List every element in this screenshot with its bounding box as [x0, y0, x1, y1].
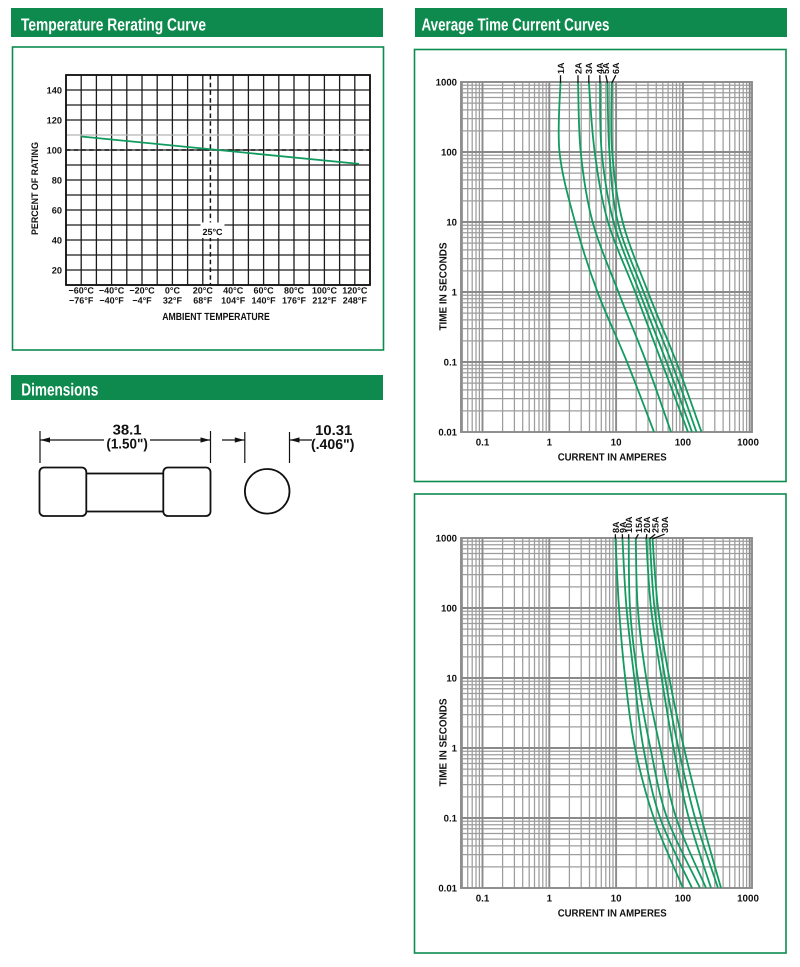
- svg-text:100: 100: [441, 603, 457, 614]
- svg-text:1: 1: [452, 287, 458, 298]
- svg-text:60°C: 60°C: [254, 285, 275, 295]
- svg-text:−4°F: −4°F: [132, 296, 152, 306]
- svg-text:1000: 1000: [436, 533, 457, 544]
- svg-text:Dimensions: Dimensions: [21, 380, 98, 400]
- svg-text:−40°C: −40°C: [99, 285, 125, 295]
- svg-text:CURRENT IN AMPERES: CURRENT IN AMPERES: [558, 452, 667, 463]
- svg-text:1000: 1000: [737, 437, 759, 448]
- svg-text:1: 1: [547, 437, 553, 448]
- svg-text:100: 100: [47, 145, 62, 155]
- svg-text:PERCENT OF RATING: PERCENT OF RATING: [30, 142, 41, 235]
- svg-text:3A: 3A: [584, 62, 594, 74]
- svg-text:5A: 5A: [601, 62, 611, 74]
- svg-text:10: 10: [611, 437, 622, 448]
- svg-text:40°C: 40°C: [223, 285, 244, 295]
- svg-text:9A: 9A: [618, 521, 628, 533]
- svg-text:Average Time Current Curves: Average Time Current Curves: [422, 15, 610, 35]
- svg-text:100: 100: [441, 147, 457, 158]
- svg-text:0.1: 0.1: [476, 437, 490, 448]
- svg-text:TIME IN SECONDS: TIME IN SECONDS: [438, 242, 449, 330]
- svg-text:212°F: 212°F: [312, 296, 337, 306]
- svg-text:−76°F: −76°F: [69, 296, 94, 306]
- svg-text:20°C: 20°C: [193, 285, 214, 295]
- svg-text:0.01: 0.01: [438, 427, 457, 438]
- svg-text:Temperature Rerating Curve: Temperature Rerating Curve: [21, 15, 206, 35]
- svg-text:20: 20: [52, 265, 62, 275]
- svg-text:80: 80: [52, 175, 62, 185]
- svg-text:−40°F: −40°F: [99, 296, 124, 306]
- svg-text:AMBIENT TEMPERATURE: AMBIENT TEMPERATURE: [162, 312, 270, 323]
- svg-text:0.1: 0.1: [444, 357, 458, 368]
- svg-text:176°F: 176°F: [282, 296, 307, 306]
- svg-text:0.1: 0.1: [444, 813, 458, 824]
- svg-text:100: 100: [675, 437, 692, 448]
- svg-text:30A: 30A: [660, 516, 670, 533]
- svg-text:140: 140: [47, 85, 62, 95]
- svg-text:140°F: 140°F: [252, 296, 277, 306]
- svg-text:100°C: 100°C: [312, 285, 338, 295]
- svg-text:1000: 1000: [737, 893, 759, 904]
- svg-text:6A: 6A: [611, 62, 621, 74]
- svg-text:10.31: 10.31: [315, 423, 352, 439]
- svg-text:8A: 8A: [611, 521, 621, 533]
- svg-text:0.1: 0.1: [476, 893, 490, 904]
- svg-text:0.01: 0.01: [438, 883, 457, 894]
- svg-text:15A: 15A: [634, 516, 644, 533]
- svg-text:−60°C: −60°C: [69, 285, 95, 295]
- svg-text:0°C: 0°C: [165, 285, 181, 295]
- svg-text:1: 1: [547, 893, 553, 904]
- svg-text:248°F: 248°F: [343, 296, 368, 306]
- svg-text:40: 40: [52, 235, 62, 245]
- svg-text:25A: 25A: [651, 516, 661, 533]
- svg-text:68°F: 68°F: [193, 296, 213, 306]
- svg-text:10: 10: [611, 893, 622, 904]
- svg-text:104°F: 104°F: [221, 296, 246, 306]
- svg-text:120: 120: [47, 115, 62, 125]
- svg-text:−20°C: −20°C: [129, 285, 155, 295]
- svg-text:32°F: 32°F: [163, 296, 183, 306]
- svg-text:CURRENT IN AMPERES: CURRENT IN AMPERES: [558, 908, 667, 919]
- svg-text:TIME IN SECONDS: TIME IN SECONDS: [438, 698, 449, 786]
- svg-text:60: 60: [52, 205, 62, 215]
- svg-text:38.1: 38.1: [113, 423, 142, 439]
- svg-text:25°C: 25°C: [202, 227, 223, 237]
- svg-text:120°C: 120°C: [342, 285, 368, 295]
- svg-text:10: 10: [446, 217, 457, 228]
- svg-text:10A: 10A: [624, 516, 634, 533]
- svg-text:1: 1: [452, 743, 458, 754]
- svg-text:1A: 1A: [556, 62, 566, 74]
- svg-text:2A: 2A: [573, 62, 583, 74]
- svg-text:(.406"): (.406"): [311, 437, 355, 453]
- svg-text:10: 10: [446, 673, 457, 684]
- svg-text:20A: 20A: [642, 516, 652, 533]
- svg-text:100: 100: [675, 893, 692, 904]
- svg-text:4A: 4A: [595, 62, 605, 74]
- svg-text:80°C: 80°C: [284, 285, 305, 295]
- svg-text:(1.50"): (1.50"): [106, 436, 148, 452]
- svg-text:1000: 1000: [436, 77, 457, 88]
